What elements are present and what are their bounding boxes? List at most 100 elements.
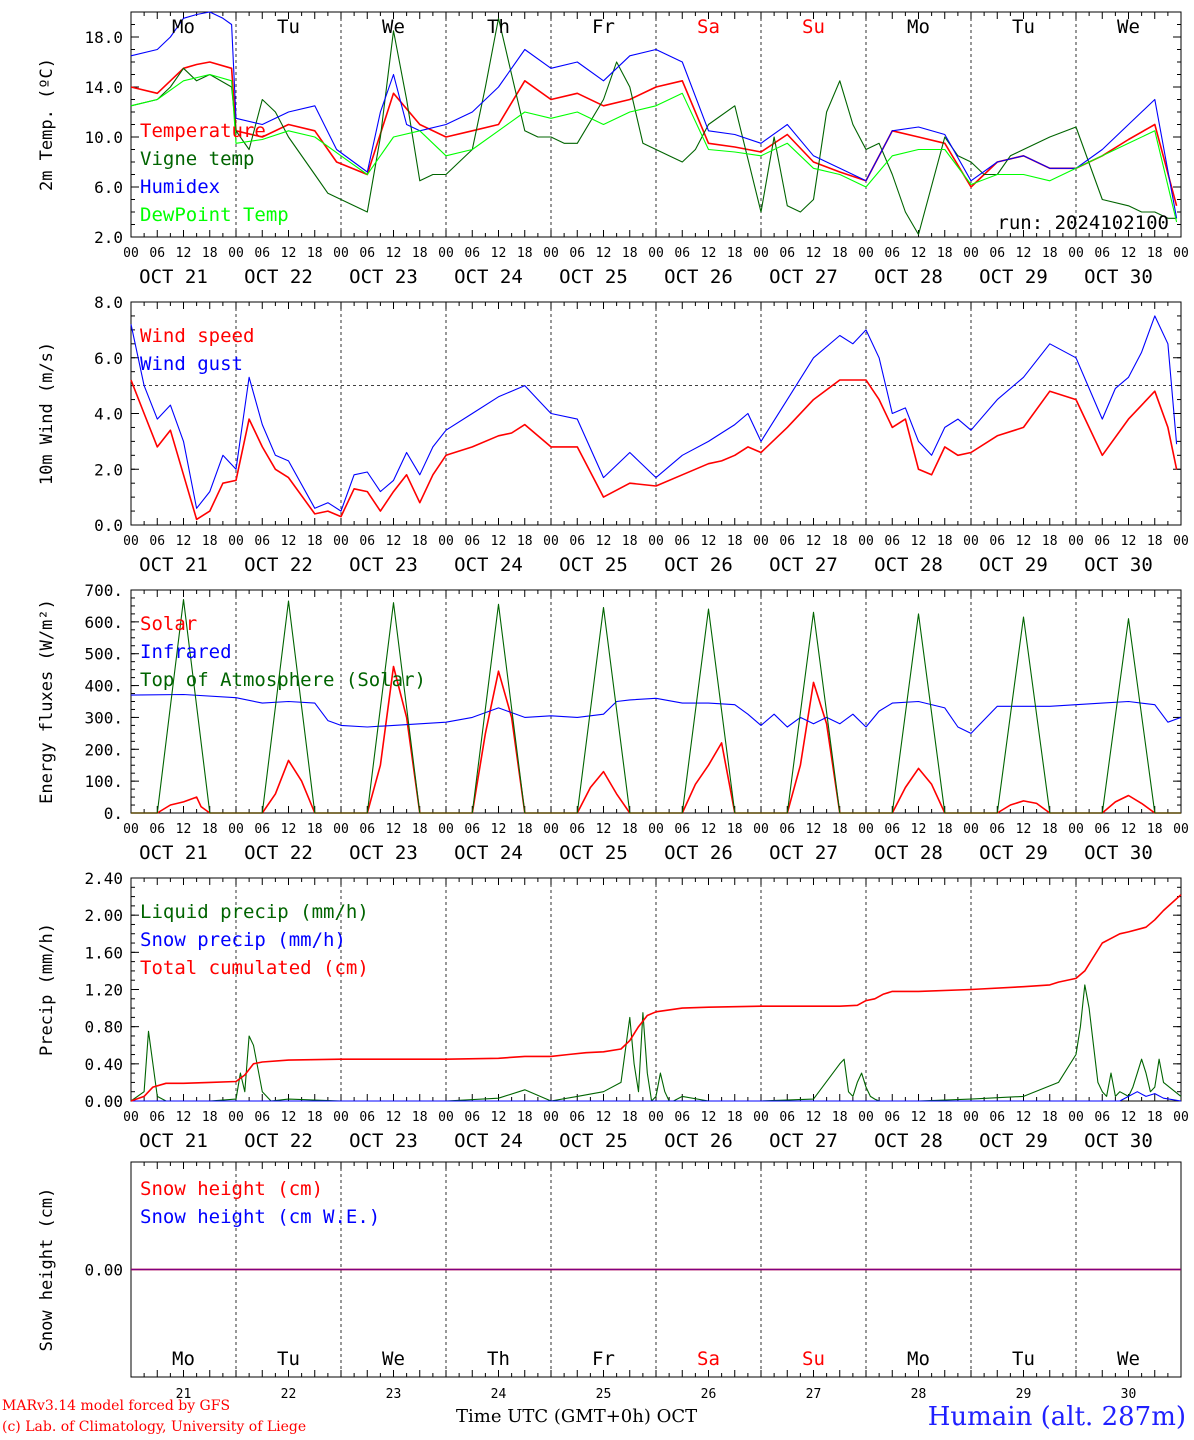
- hour-tick-label: 06: [674, 534, 690, 549]
- hour-tick-label: 12: [176, 1110, 192, 1125]
- hour-tick-label: 12: [911, 1110, 927, 1125]
- weekday-label: We: [382, 1348, 405, 1370]
- date-label: OCT 30: [1084, 266, 1153, 288]
- weekday-label: Tu: [1012, 1348, 1035, 1370]
- hour-tick-label: 06: [569, 534, 585, 549]
- y-axis-label: 10m Wind (m/s): [37, 342, 57, 485]
- hour-tick-label: 18: [1147, 534, 1163, 549]
- hour-tick-label: 06: [884, 246, 900, 261]
- hour-tick-label: 06: [884, 822, 900, 837]
- legend-entry: Snow height (cm): [140, 1178, 323, 1200]
- date-label: OCT 30: [1084, 842, 1153, 864]
- y-axis-label: 2m Temp. (ºC): [37, 58, 57, 191]
- hour-tick-label: 00: [753, 534, 769, 549]
- hour-tick-label: 00: [543, 1110, 559, 1125]
- hour-tick-label: 12: [1016, 1110, 1032, 1125]
- series-line: [130, 73, 1178, 223]
- hour-tick-label: 06: [464, 534, 480, 549]
- x-axis-title: Time UTC (GMT+0h) OCT: [456, 1406, 697, 1427]
- day-number-label: 29: [1016, 1387, 1032, 1402]
- hour-tick-label: 06: [359, 822, 375, 837]
- hour-tick-label: 00: [228, 1110, 244, 1125]
- hour-tick-label: 00: [123, 822, 139, 837]
- run-annotation: run: 2024102100: [997, 212, 1169, 234]
- hour-tick-label: 12: [281, 822, 297, 837]
- weekday-label: Fr: [592, 1348, 615, 1370]
- date-label: OCT 29: [979, 842, 1048, 864]
- hour-tick-label: 00: [228, 822, 244, 837]
- hour-tick-label: 18: [1042, 246, 1058, 261]
- hour-tick-label: 18: [727, 534, 743, 549]
- hour-tick-label: 18: [412, 1110, 428, 1125]
- hour-tick-label: 06: [1094, 822, 1110, 837]
- hour-tick-label: 06: [569, 822, 585, 837]
- hour-tick-label: 12: [596, 1110, 612, 1125]
- y-tick-label: 0.: [104, 804, 123, 823]
- hour-tick-label: 12: [1016, 246, 1032, 261]
- hour-tick-label: 12: [701, 822, 717, 837]
- hour-tick-label: 18: [622, 1110, 638, 1125]
- series-line: [130, 894, 1182, 1102]
- y-tick-label: 18.0: [84, 28, 123, 47]
- hour-tick-label: 06: [989, 246, 1005, 261]
- hour-tick-label: 18: [412, 534, 428, 549]
- legend-entry: Wind speed: [140, 325, 254, 347]
- legend-entry: Snow precip (mm/h): [140, 929, 346, 951]
- hour-tick-label: 06: [149, 1110, 165, 1125]
- hour-tick-label: 06: [254, 534, 270, 549]
- hour-tick-label: 18: [412, 822, 428, 837]
- hour-tick-label: 00: [333, 246, 349, 261]
- hour-tick-label: 12: [596, 246, 612, 261]
- hour-tick-label: 06: [359, 246, 375, 261]
- hour-tick-label: 12: [1121, 822, 1137, 837]
- y-tick-label: 2.0: [94, 228, 123, 247]
- hour-tick-label: 18: [937, 1110, 953, 1125]
- hour-tick-label: 18: [307, 822, 323, 837]
- weekday-label: Su: [802, 16, 825, 38]
- y-tick-label: 14.0: [84, 78, 123, 97]
- weekday-label: Mo: [172, 16, 195, 38]
- hour-tick-label: 06: [674, 1110, 690, 1125]
- hour-tick-label: 06: [674, 822, 690, 837]
- date-label: OCT 25: [559, 266, 628, 288]
- hour-tick-label: 12: [911, 822, 927, 837]
- hour-tick-label: 00: [333, 534, 349, 549]
- date-label: OCT 25: [559, 1130, 628, 1152]
- hour-tick-label: 12: [281, 534, 297, 549]
- y-tick-label: 4.0: [94, 405, 123, 424]
- y-tick-label: 1.20: [84, 981, 123, 1000]
- y-tick-label: 0.80: [84, 1018, 123, 1037]
- y-tick-label: 2.00: [84, 906, 123, 925]
- date-label: OCT 24: [454, 266, 523, 288]
- hour-tick-label: 00: [753, 1110, 769, 1125]
- hour-tick-label: 00: [963, 1110, 979, 1125]
- hour-tick-label: 06: [989, 534, 1005, 549]
- legend-entry: Total cumulated (cm): [140, 957, 369, 979]
- hour-tick-label: 00: [333, 822, 349, 837]
- hour-tick-label: 18: [832, 534, 848, 549]
- hour-tick-label: 06: [779, 822, 795, 837]
- hour-tick-label: 00: [228, 534, 244, 549]
- y-tick-label: 0.00: [84, 1261, 123, 1280]
- hour-tick-label: 00: [543, 822, 559, 837]
- day-number-label: 22: [281, 1387, 297, 1402]
- hour-tick-label: 18: [937, 246, 953, 261]
- hour-tick-label: 00: [1173, 534, 1189, 549]
- date-label: OCT 27: [769, 842, 838, 864]
- y-tick-label: 8.0: [94, 293, 123, 312]
- date-label: OCT 26: [664, 842, 733, 864]
- weekday-label: Sa: [697, 1348, 720, 1370]
- hour-tick-label: 06: [569, 246, 585, 261]
- date-label: OCT 22: [244, 842, 313, 864]
- hour-tick-label: 18: [517, 246, 533, 261]
- hour-tick-label: 06: [254, 246, 270, 261]
- panel-wind: 0.0 2.0 4.0 6.0 8.0 10m Wind (m/s) Wind speed W…: [37, 293, 1189, 576]
- hour-tick-label: 18: [622, 246, 638, 261]
- legend-entry: Top of Atmosphere (Solar): [140, 669, 426, 691]
- hour-tick-label: 00: [648, 1110, 664, 1125]
- y-tick-label: 0.40: [84, 1055, 123, 1074]
- hour-tick-label: 18: [1042, 534, 1058, 549]
- date-label: OCT 23: [349, 266, 418, 288]
- date-label: OCT 22: [244, 1130, 313, 1152]
- weekday-label: Tu: [277, 1348, 300, 1370]
